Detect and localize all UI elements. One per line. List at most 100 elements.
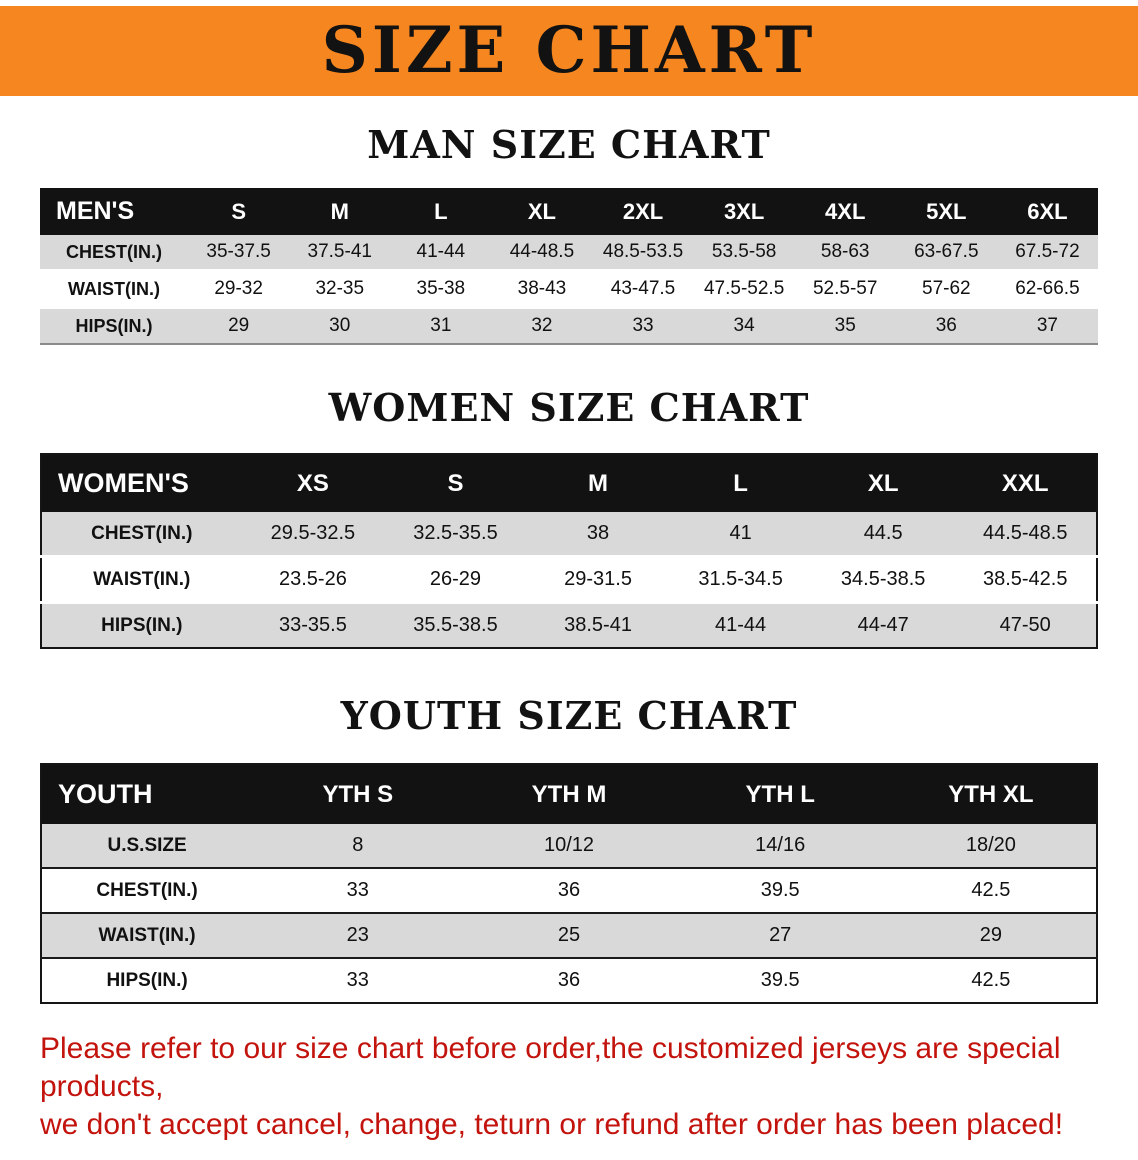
footer-note-line-1: Please refer to our size chart before or… xyxy=(40,1032,1061,1103)
row-label-cell: HIPS(IN.) xyxy=(41,602,242,648)
value-cell: 33-35.5 xyxy=(241,602,385,648)
table-row: CHEST(IN.) 33 36 39.5 42.5 xyxy=(41,868,1097,913)
value-cell: 42.5 xyxy=(885,868,1097,913)
size-chart-banner: SIZE CHART xyxy=(0,6,1138,96)
value-cell: 26-29 xyxy=(384,556,527,603)
table-row: WAIST(IN.) 23 25 27 29 xyxy=(41,913,1097,958)
value-cell: 18/20 xyxy=(885,824,1097,868)
table-row: CHEST(IN.) 29.5-32.5 32.5-35.5 38 41 44.5 44.5… xyxy=(41,512,1097,557)
value-cell: 38-43 xyxy=(491,270,593,308)
value-cell: 47.5-52.5 xyxy=(693,270,795,308)
youth-size-chart-heading: YOUTH SIZE CHART xyxy=(340,693,798,738)
table-header-row: MEN'S S M L XL 2XL 3XL 4XL 5XL 6XL xyxy=(40,188,1098,235)
row-label-cell: WAIST(IN.) xyxy=(41,556,242,603)
value-cell: 67.5-72 xyxy=(996,235,1098,271)
row-label-cell: HIPS(IN.) xyxy=(40,307,189,344)
value-cell: 35 xyxy=(794,307,896,344)
size-header-cell: S xyxy=(384,454,527,512)
value-cell: 34 xyxy=(693,307,795,344)
value-cell: 36 xyxy=(463,958,675,1003)
value-cell: 32 xyxy=(491,307,593,344)
table-row: HIPS(IN.) 29 30 31 32 33 34 35 36 37 xyxy=(40,307,1098,344)
value-cell: 8 xyxy=(252,824,464,868)
value-cell: 48.5-53.5 xyxy=(592,235,694,271)
value-cell: 42.5 xyxy=(885,958,1097,1003)
value-cell: 41-44 xyxy=(390,235,492,271)
value-cell: 29-31.5 xyxy=(526,556,670,603)
table-title-cell: WOMEN'S xyxy=(41,454,242,512)
row-label-cell: CHEST(IN.) xyxy=(40,235,189,271)
youth-table-wrap: YOUTH YTH S YTH M YTH L YTH XL U.S.SIZE 8 10/12… xyxy=(0,763,1138,1004)
size-header-cell: 4XL xyxy=(794,188,896,235)
value-cell: 30 xyxy=(289,307,391,344)
row-label-cell: CHEST(IN.) xyxy=(41,512,242,557)
size-header-cell: M xyxy=(289,188,391,235)
value-cell: 29-32 xyxy=(188,270,290,308)
size-header-cell: YTH M xyxy=(463,764,675,824)
value-cell: 27 xyxy=(674,913,886,958)
value-cell: 38.5-42.5 xyxy=(954,556,1097,603)
value-cell: 44.5 xyxy=(811,512,955,557)
size-header-cell: L xyxy=(669,454,812,512)
size-header-cell: M xyxy=(526,454,670,512)
value-cell: 36 xyxy=(895,307,997,344)
value-cell: 52.5-57 xyxy=(794,270,896,308)
table-title-cell: YOUTH xyxy=(41,764,253,824)
row-label-cell: WAIST(IN.) xyxy=(40,270,189,308)
size-header-cell: 5XL xyxy=(895,188,997,235)
size-header-cell: 3XL xyxy=(693,188,795,235)
size-header-cell: XXL xyxy=(954,454,1097,512)
size-header-cell: YTH S xyxy=(252,764,464,824)
value-cell: 32.5-35.5 xyxy=(384,512,527,557)
row-label-cell: CHEST(IN.) xyxy=(41,868,253,913)
value-cell: 23 xyxy=(252,913,464,958)
value-cell: 39.5 xyxy=(674,958,886,1003)
value-cell: 38 xyxy=(526,512,670,557)
value-cell: 58-63 xyxy=(794,235,896,271)
size-header-cell: YTH L xyxy=(674,764,886,824)
value-cell: 62-66.5 xyxy=(996,270,1098,308)
women-size-table: WOMEN'S XS S M L XL XXL CHEST(IN.) 29.5-32.5 32.5… xyxy=(40,453,1098,649)
youth-size-table: YOUTH YTH S YTH M YTH L YTH XL U.S.SIZE 8 10/12… xyxy=(40,763,1098,1004)
value-cell: 57-62 xyxy=(895,270,997,308)
row-label-cell: HIPS(IN.) xyxy=(41,958,253,1003)
value-cell: 23.5-26 xyxy=(241,556,385,603)
value-cell: 31 xyxy=(390,307,492,344)
table-row: U.S.SIZE 8 10/12 14/16 18/20 xyxy=(41,824,1097,868)
value-cell: 31.5-34.5 xyxy=(669,556,812,603)
value-cell: 41 xyxy=(669,512,812,557)
value-cell: 29 xyxy=(188,307,290,344)
value-cell: 29.5-32.5 xyxy=(241,512,385,557)
women-table-wrap: WOMEN'S XS S M L XL XXL CHEST(IN.) 29.5-32.5 32.5… xyxy=(0,453,1138,649)
value-cell: 41-44 xyxy=(669,602,812,648)
value-cell: 36 xyxy=(463,868,675,913)
value-cell: 35-38 xyxy=(390,270,492,308)
size-chart-title: SIZE CHART xyxy=(321,13,817,88)
size-header-cell: YTH XL xyxy=(885,764,1097,824)
table-header-row: WOMEN'S XS S M L XL XXL xyxy=(41,454,1097,512)
men-table-wrap: MEN'S S M L XL 2XL 3XL 4XL 5XL 6XL CHEST(IN.) 35-37… xyxy=(0,188,1138,345)
value-cell: 14/16 xyxy=(674,824,886,868)
value-cell: 43-47.5 xyxy=(592,270,694,308)
value-cell: 32-35 xyxy=(289,270,391,308)
size-header-cell: 6XL xyxy=(996,188,1098,235)
value-cell: 44-48.5 xyxy=(491,235,593,271)
value-cell: 44.5-48.5 xyxy=(954,512,1097,557)
table-row: HIPS(IN.) 33 36 39.5 42.5 xyxy=(41,958,1097,1003)
value-cell: 33 xyxy=(592,307,694,344)
size-header-cell: S xyxy=(188,188,290,235)
table-row: WAIST(IN.) 29-32 32-35 35-38 38-43 43-47.5 47.… xyxy=(40,270,1098,308)
value-cell: 33 xyxy=(252,958,464,1003)
table-title-cell: MEN'S xyxy=(40,188,189,235)
value-cell: 53.5-58 xyxy=(693,235,795,271)
size-header-cell: 2XL xyxy=(592,188,694,235)
value-cell: 37.5-41 xyxy=(289,235,391,271)
size-header-cell: L xyxy=(390,188,492,235)
size-header-cell: XL xyxy=(491,188,593,235)
value-cell: 63-67.5 xyxy=(895,235,997,271)
value-cell: 38.5-41 xyxy=(526,602,670,648)
row-label-cell: WAIST(IN.) xyxy=(41,913,253,958)
size-header-cell: XS xyxy=(241,454,385,512)
value-cell: 25 xyxy=(463,913,675,958)
